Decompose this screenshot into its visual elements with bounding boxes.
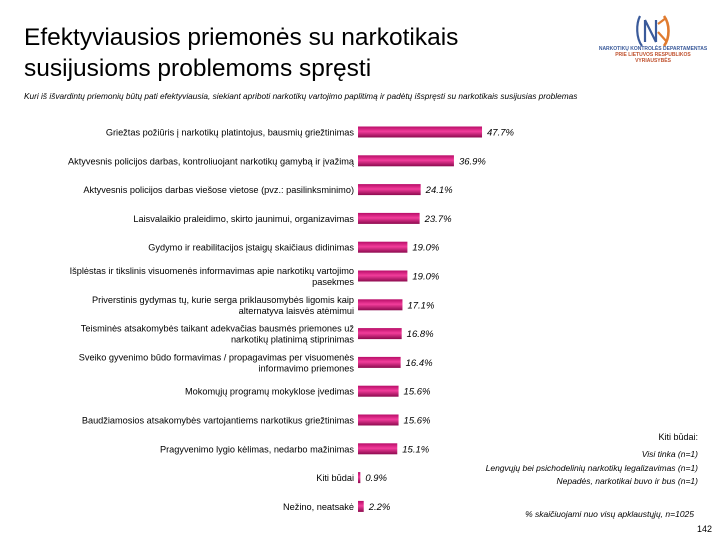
category-label: Laisvalaikio praleidimo, skirto jaunimui… [133,214,354,224]
bar-13 [358,472,361,484]
page-title: Efektyviausios priemonės su narkotikais … [24,22,584,84]
category-label: Baudžiamosios atsakomybės vartojantiems … [82,416,355,426]
value-label: 36.9% [459,156,486,167]
category-label: Nežino, neatsakė [283,502,354,512]
bar-3 [358,184,421,196]
value-label: 19.0% [412,243,439,254]
bar-12 [358,443,398,455]
bar-chart: 47.7% Griežtas požiūris į narkotikų plati… [68,126,515,513]
value-label: 19.0% [412,272,439,283]
bar-14 [358,500,364,512]
bar-4 [358,212,420,224]
value-label: 24.1% [425,185,453,196]
other-method-item: Visi tinka (n=1) [641,449,698,459]
category-label: pasekmes [312,277,354,287]
other-method-item: Nepadės, narkotikai buvo ir bus (n=1) [556,476,698,486]
category-label: Griežtas požiūris į narkotikų platintoju… [106,128,355,138]
category-label: narkotikų platinimą stiprinimas [231,335,354,345]
value-label: 17.1% [407,300,434,311]
value-label: 0.9% [365,473,387,484]
value-label: 47.7% [487,128,514,139]
logo-line-2: PRIE LIETUVOS RESPUBLIKOS VYRIAUSYBĖS [615,52,691,64]
bar-10 [358,385,399,397]
category-label: Teisminės atsakomybės taikant adekvačias… [81,324,355,334]
category-label: Mokomųjų programų mokyklose įvedimas [185,387,354,397]
category-label: Gydymo ir reabilitacijos įstaigų skaičia… [148,243,354,253]
other-methods-list: Visi tinka (n=1) Lengvųjų bei psichodeli… [486,448,698,489]
value-label: 15.6% [404,416,431,427]
logo-text: NARKOTIKŲ KONTROLĖS DEPARTAMENTAS PRIE L… [598,46,708,64]
category-label: informavimo priemones [259,363,355,373]
value-label: 16.8% [407,329,434,340]
title-line-2: susijusioms problemoms spręsti [24,55,372,82]
bar-5 [358,241,408,253]
category-label: Priverstinis gydymas tų, kurie serga pri… [92,295,354,305]
logo-line-1: NARKOTIKŲ KONTROLĖS DEPARTAMENTAS [598,46,708,52]
bars-group: 47.7% Griežtas požiūris į narkotikų plati… [68,126,515,513]
bar-7 [358,299,403,311]
category-label: alternatyva laisvės atėmimui [239,306,354,316]
other-method-item: Lengvųjų bei psichodelinių narkotikų leg… [485,462,698,473]
category-label: Aktyvesnis policijos darbas viešose viet… [83,185,354,195]
bar-8 [358,328,402,340]
value-label: 15.1% [402,444,429,455]
value-label: 15.6% [404,387,431,398]
bar-1 [358,126,483,138]
sample-footnote: % skaičiuojami nuo visų apklaustųjų, n=1… [525,509,694,519]
bar-2 [358,155,454,167]
survey-question: Kuri iš išvardintų priemonių būtų pati e… [24,91,578,101]
title-line-1: Efektyviausios priemonės su narkotikais [24,24,459,51]
bar-6 [358,270,408,282]
category-label: Aktyvesnis policijos darbas, kontroliuoj… [68,156,355,166]
category-label: Sveiko gyvenimo būdo formavimas / propag… [79,352,355,362]
bar-9 [358,356,401,368]
value-label: 2.2% [368,502,391,513]
category-label: Pragyvenimo lygio kėlimas, nedarbo mažin… [160,444,354,454]
other-methods-title: Kiti būdai: [658,432,698,442]
value-label: 16.4% [406,358,433,369]
page-number: 142 [696,524,712,534]
category-label: Išplėstas ir tikslinis visuomenės inform… [70,266,354,276]
bar-11 [358,414,399,426]
ndk-logo-icon [636,15,670,47]
category-label: Kiti būdai [316,473,354,483]
value-label: 23.7% [424,214,452,225]
